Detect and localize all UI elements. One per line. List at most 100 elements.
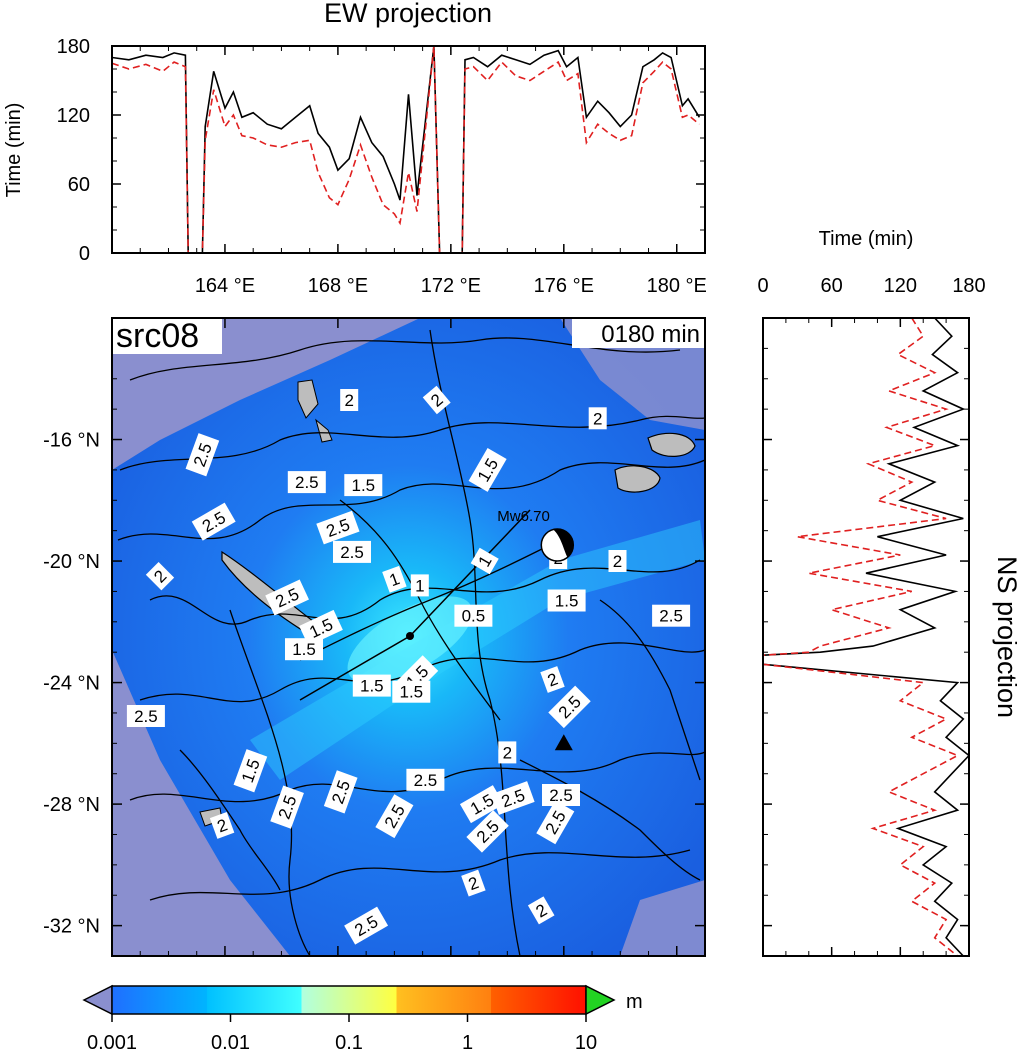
contour-label-text: 2.5 <box>134 707 158 726</box>
panel-label: src08 <box>116 317 199 355</box>
map-frame <box>111 317 706 957</box>
ew-x-tick-label: 180 °E <box>647 275 707 297</box>
land-fiji <box>614 465 661 493</box>
station-triangle-marker <box>554 734 573 751</box>
ns-frame <box>762 317 970 957</box>
colorbar-ramp <box>111 985 587 1015</box>
contour-label-box <box>323 770 358 814</box>
contour-label: 1.5 <box>344 474 383 497</box>
contour-label: 1 <box>410 574 429 597</box>
contour-label-text: 1.5 <box>351 476 375 495</box>
ew-y-tick-label: 60 <box>68 174 90 196</box>
contour-label-box <box>126 705 165 727</box>
contour-label-box <box>287 471 326 494</box>
land-islet-2 <box>315 418 333 443</box>
contour-label: 2 <box>608 550 627 572</box>
map-y-tick-label: -28 °N <box>43 794 100 816</box>
no-arrival-zone-nw <box>112 318 420 470</box>
ns-x-tick-label: 180 <box>952 275 985 297</box>
contour-label-text: 1.5 <box>399 683 423 702</box>
map-y-tick-label: -24 °N <box>43 673 100 695</box>
beam-wedge <box>250 520 705 780</box>
ns-plot-area <box>763 318 969 956</box>
fault-point <box>406 632 414 640</box>
panel-label-box <box>112 318 222 354</box>
focal-mechanism <box>540 528 575 562</box>
contour-labels-group: 2.52221.52.51.52.52.52.52212112.51.50.52… <box>126 385 691 945</box>
contour-label-text: 2 <box>593 409 602 428</box>
contour-label-box <box>422 385 451 415</box>
colorbar-tick-label: 1 <box>462 1032 473 1054</box>
contour-label: 2 <box>422 385 451 415</box>
contour-label-text: 1.5 <box>292 640 316 659</box>
no-arrival-zone-se <box>620 880 705 956</box>
colorbar-under-triangle <box>82 984 113 1016</box>
ew-x-tick-label: 176 °E <box>534 275 594 297</box>
contour-label: 2.5 <box>333 540 371 563</box>
contour-label-text: 2.5 <box>659 607 683 626</box>
colorbar-tick-label: 10 <box>575 1032 597 1054</box>
land-islet-north <box>297 379 319 419</box>
time-label: 0180 min <box>601 321 700 348</box>
contour-label-box <box>548 685 591 729</box>
contour-label: 2 <box>588 407 607 430</box>
contour-label: 1.5 <box>392 680 431 703</box>
contour-label-text: 2.5 <box>549 786 573 805</box>
colorbar: 0.001 0.01 0.1 1 10 m <box>82 984 643 1054</box>
contour-label-box <box>461 869 486 897</box>
contour-label-box <box>316 510 360 545</box>
contour-label: 2.5 <box>542 784 580 806</box>
contour-label-box <box>468 447 507 492</box>
contour-label-text: 2.5 <box>340 543 364 562</box>
contour-label: 1 <box>382 565 407 593</box>
contour-label-box <box>536 800 575 845</box>
contour-label: 2.5 <box>652 604 691 627</box>
ew-x-tick-label: 172 °E <box>421 275 481 297</box>
contour-label-text: 2.5 <box>414 771 438 790</box>
ew-y-axis-label: Time (min) <box>3 103 25 198</box>
ns-series-line-dashed <box>763 318 960 956</box>
contour-label: 1.5 <box>352 674 391 697</box>
contour-label-text: 2 <box>613 552 622 571</box>
contour-label: 2 <box>145 562 175 591</box>
map-panel: 2.52221.52.51.52.52.52.52212112.51.50.52… <box>43 317 706 957</box>
contour-label: 0.5 <box>454 604 493 627</box>
contour-label: 1.5 <box>547 589 586 612</box>
ew-series-group <box>112 46 701 253</box>
time-label-box <box>572 318 705 348</box>
map-raster: 2.52221.52.51.52.52.52.52212112.51.50.52… <box>112 318 705 956</box>
contour-label-box <box>542 784 580 806</box>
contour-label-text: 2 <box>503 743 512 762</box>
colorbar-tick-label: 0.001 <box>87 1032 137 1054</box>
contour-label-box <box>145 562 175 591</box>
contour-label-box <box>340 389 359 411</box>
contour-label: 2.5 <box>491 781 535 815</box>
contour-label: 2 <box>540 666 565 693</box>
contour-label: 2.5 <box>344 906 389 945</box>
contour-label-box <box>406 768 445 791</box>
contour-label-text: 1.5 <box>555 592 579 611</box>
land-fiji-north <box>647 432 696 457</box>
contour-label: 2 <box>461 869 486 897</box>
ew-series-line-solid <box>112 46 701 253</box>
colorbar-tick-label: 0.1 <box>335 1032 363 1054</box>
contour-label-box <box>344 906 389 945</box>
colorbar-tick-label: 0.01 <box>211 1032 250 1054</box>
contour-label-box <box>333 540 371 563</box>
contour-label-box <box>209 811 235 839</box>
beachball-compressional <box>553 528 574 557</box>
source-magnitude-label: Mw6.70 <box>497 508 550 525</box>
ns-x-tick-label: 0 <box>757 275 768 297</box>
contour-label-box <box>265 579 309 616</box>
contour-label-box <box>527 896 555 925</box>
contour-label-box <box>382 565 407 593</box>
contour-label: 2 <box>527 896 555 925</box>
contour-label-box <box>652 604 691 627</box>
colorbar-unit: m <box>626 991 643 1013</box>
contour-label-text: 0.5 <box>462 607 486 626</box>
contour-label-box <box>392 680 431 703</box>
contour-label-box <box>608 550 627 572</box>
map-y-tick-label: -32 °N <box>43 916 100 938</box>
contour-label: 2 <box>340 389 359 411</box>
